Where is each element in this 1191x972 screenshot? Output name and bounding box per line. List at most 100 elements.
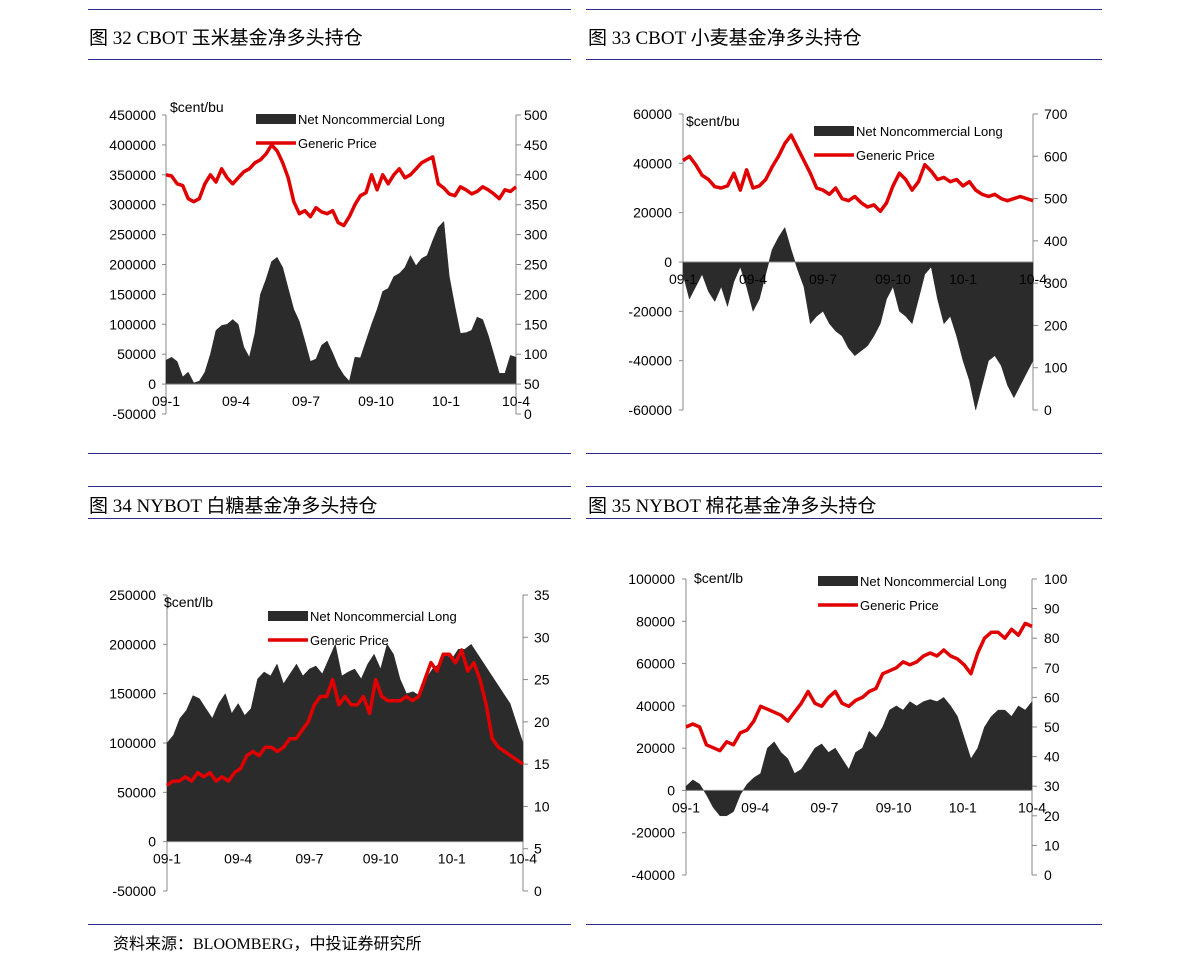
right-tick-label: 0 — [534, 883, 542, 899]
corn-net-long-chart: -500000500001000001500002000002500003000… — [109, 99, 548, 422]
legend-label: Net Noncommercial Long — [860, 574, 1007, 589]
right-tick-label: 70 — [1044, 660, 1060, 676]
x-tick-label: 09-10 — [876, 799, 912, 815]
right-tick-label: 10 — [1044, 837, 1060, 853]
right-tick-label: 20 — [1044, 808, 1060, 824]
separator-line — [88, 518, 571, 519]
x-tick-label: 10-1 — [949, 799, 977, 815]
left-tick-label: -40000 — [631, 867, 675, 883]
net-long-area — [166, 643, 524, 842]
price-line — [682, 133, 1034, 214]
x-tick-label: 10-4 — [502, 393, 530, 409]
left-tick-label: 60000 — [633, 106, 672, 122]
right-tick-label: 30 — [1044, 778, 1060, 794]
right-tick-label: 350 — [524, 197, 548, 213]
left-tick-label: 400000 — [109, 137, 156, 153]
unit-label: $cent/bu — [686, 113, 740, 129]
x-tick-label: 09-1 — [152, 393, 180, 409]
right-tick-label: 50 — [1044, 719, 1060, 735]
right-tick-label: 25 — [534, 672, 550, 688]
right-tick-label: 35 — [534, 587, 550, 603]
left-tick-label: 40000 — [636, 698, 675, 714]
left-tick-label: 0 — [664, 254, 672, 270]
x-tick-label: 10-4 — [509, 851, 537, 867]
x-tick-label: 09-1 — [153, 851, 181, 867]
unit-label: $cent/lb — [694, 570, 743, 586]
legend-label: Generic Price — [860, 598, 939, 613]
right-tick-label: 200 — [1044, 317, 1068, 333]
x-tick-label: 09-7 — [809, 271, 837, 287]
right-tick-label: 250 — [524, 257, 548, 273]
right-tick-label: 0 — [1044, 867, 1052, 883]
left-tick-label: 50000 — [117, 784, 156, 800]
figure-title: 图 34 NYBOT 白糖基金净多头持仓 — [89, 496, 378, 517]
right-tick-label: 0 — [1044, 402, 1052, 418]
net-long-area — [682, 226, 1034, 411]
separator-line — [586, 59, 1102, 60]
separator-line — [88, 59, 571, 60]
right-tick-label: 20 — [534, 714, 550, 730]
left-tick-label: -50000 — [112, 883, 156, 899]
left-tick-label: -60000 — [628, 402, 672, 418]
right-tick-label: 60 — [1044, 689, 1060, 705]
x-tick-label: 09-7 — [292, 393, 320, 409]
left-tick-label: 0 — [667, 782, 675, 798]
right-tick-label: 400 — [524, 167, 548, 183]
left-tick-label: -40000 — [628, 353, 672, 369]
right-tick-label: 10 — [534, 798, 550, 814]
separator-line — [586, 9, 1102, 10]
right-tick-label: 300 — [524, 227, 548, 243]
source-note: 资料来源：BLOOMBERG，中投证券研究所 — [113, 936, 422, 953]
right-tick-label: 500 — [1044, 191, 1068, 207]
left-tick-label: 100000 — [109, 316, 156, 332]
left-tick-label: 60000 — [636, 656, 675, 672]
right-tick-label: 100 — [1044, 360, 1068, 376]
legend-label: Net Noncommercial Long — [310, 609, 457, 624]
x-tick-label: 09-10 — [358, 393, 394, 409]
x-tick-label: 10-1 — [432, 393, 460, 409]
x-tick-label: 09-1 — [669, 271, 697, 287]
figure-title: 图 35 NYBOT 棉花基金净多头持仓 — [588, 496, 877, 517]
price-line — [166, 648, 524, 787]
cotton-net-long-chart: -40000 -20000 0 20000 40000 60000 80000 100000 0… — [628, 570, 1068, 883]
legend-swatch-area — [268, 611, 308, 621]
x-tick-label: 10-4 — [1019, 271, 1047, 287]
sugar-net-long-chart: -500000500001000001500002000002500000510… — [109, 587, 550, 899]
right-tick-label: 40 — [1044, 749, 1060, 765]
legend-label: Net Noncommercial Long — [856, 124, 1003, 139]
separator-line — [586, 453, 1102, 454]
left-tick-label: 20000 — [633, 205, 672, 221]
left-tick-label: 300000 — [109, 197, 156, 213]
left-tick-label: -20000 — [628, 303, 672, 319]
figure-title: 图 32 CBOT 玉米基金净多头持仓 — [89, 28, 363, 49]
right-tick-label: 400 — [1044, 233, 1068, 249]
left-tick-label: 20000 — [636, 740, 675, 756]
price-line — [685, 621, 1033, 753]
net-long-area — [685, 697, 1033, 817]
left-tick-label: 100000 — [109, 735, 156, 751]
left-tick-label: 50000 — [117, 346, 156, 362]
right-tick-label: 700 — [1044, 106, 1068, 122]
x-tick-label: 09-10 — [363, 851, 399, 867]
left-tick-label: -20000 — [631, 825, 675, 841]
left-tick-label: 0 — [148, 376, 156, 392]
separator-line — [586, 486, 1102, 487]
separator-line — [88, 924, 571, 925]
price-line — [165, 143, 518, 228]
left-tick-label: 150000 — [109, 686, 156, 702]
separator-line — [88, 9, 571, 10]
right-tick-label: 90 — [1044, 601, 1060, 617]
right-tick-label: 100 — [1044, 571, 1068, 587]
legend-swatch-area — [814, 126, 854, 136]
right-tick-label: 0 — [524, 406, 532, 422]
x-tick-label: 09-10 — [875, 271, 911, 287]
left-tick-label: 100000 — [628, 571, 675, 587]
separator-line — [586, 518, 1102, 519]
left-tick-label: 450000 — [109, 107, 156, 123]
left-tick-label: 200000 — [109, 257, 156, 273]
right-tick-label: 50 — [524, 376, 540, 392]
right-tick-label: 300 — [1044, 275, 1068, 291]
unit-label: $cent/bu — [170, 99, 224, 115]
x-tick-label: 09-4 — [741, 799, 769, 815]
right-tick-label: 80 — [1044, 630, 1060, 646]
